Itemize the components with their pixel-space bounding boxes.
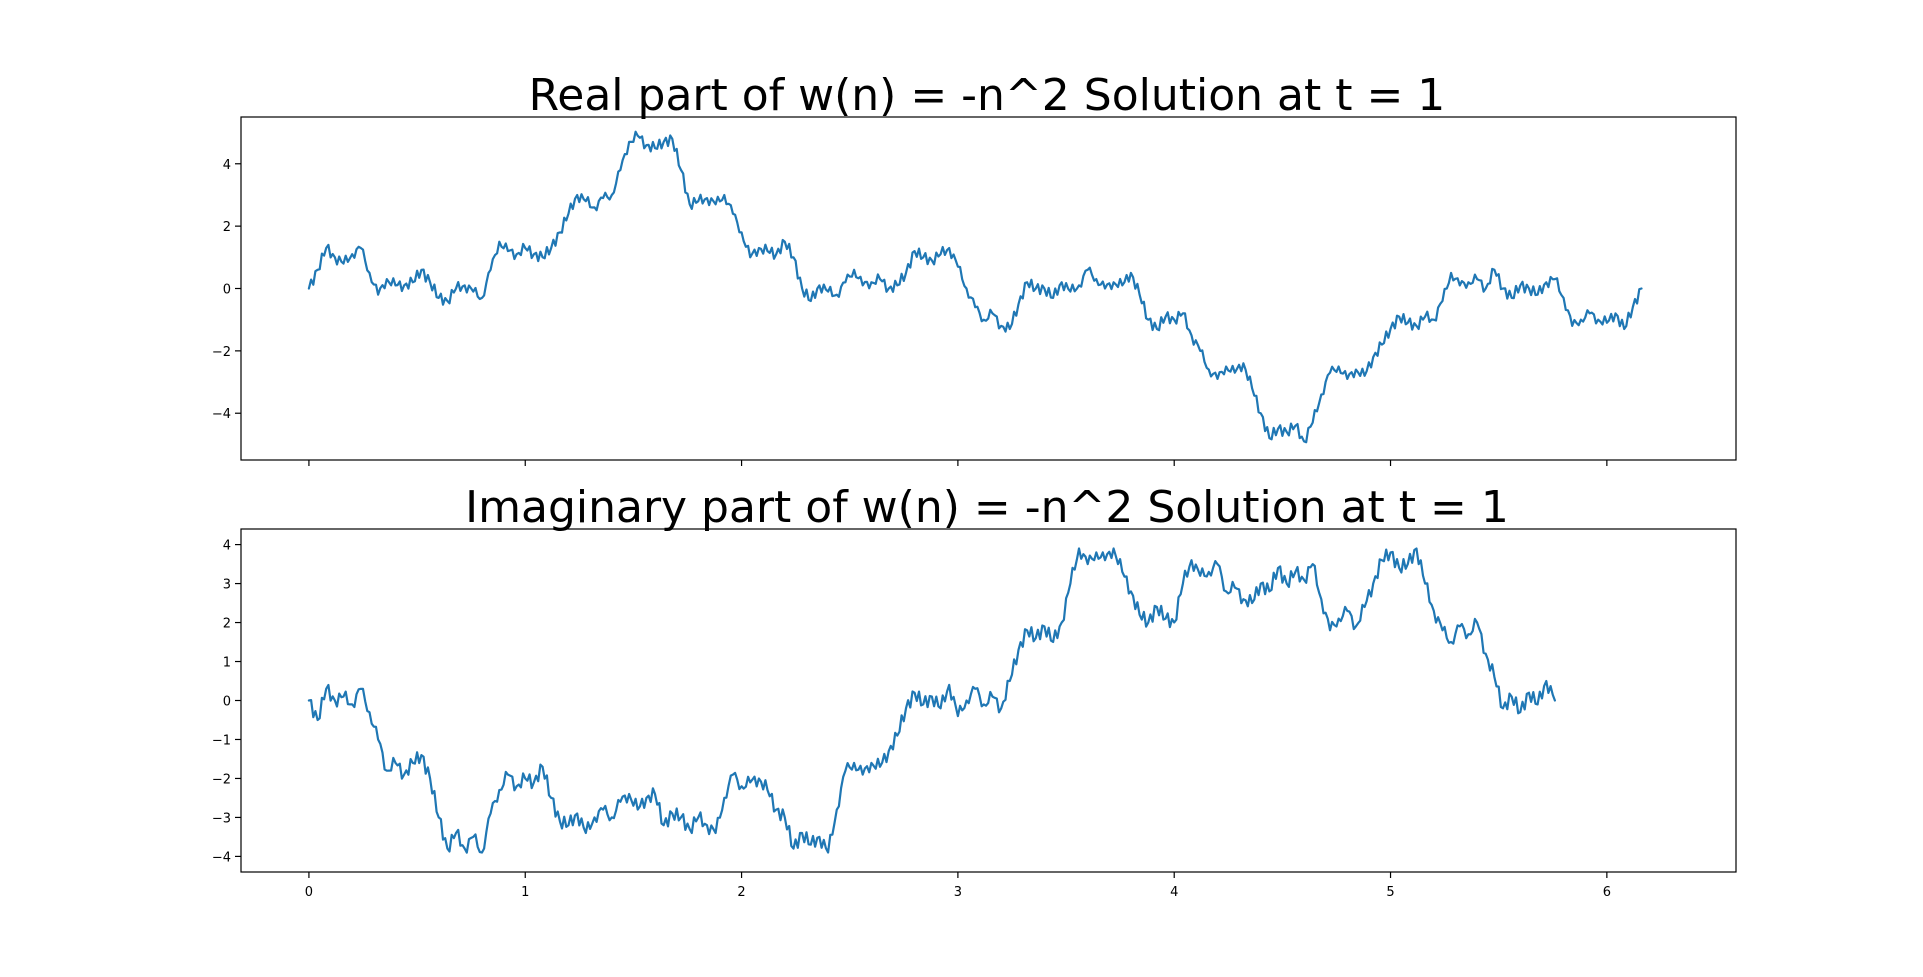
- real-part-y-tick-label: −4: [212, 407, 231, 422]
- imaginary-part-x-tick-label: 0: [305, 885, 313, 900]
- imaginary-part-title: Imaginary part of w(n) = -n^2 Solution a…: [465, 482, 1509, 533]
- real-part-x-axis: [308, 460, 1608, 466]
- imaginary-part-y-tick-label: −2: [212, 772, 231, 787]
- real-part-series-line: [307, 130, 1643, 444]
- real-part-series: [307, 130, 1643, 444]
- real-part-y-tick-label: −2: [212, 345, 231, 360]
- real-part-axes-frame: [240, 116, 1737, 461]
- imaginary-part-axes-frame: [240, 528, 1737, 873]
- imaginary-part-y-tick-label: −4: [212, 850, 231, 865]
- imaginary-part-x-tick-label: 2: [737, 885, 745, 900]
- imaginary-part-y-tick-label: 0: [223, 695, 231, 710]
- imaginary-part-y-tick-label: 3: [223, 578, 231, 593]
- real-part-y-tick-label: 4: [223, 158, 231, 173]
- imaginary-part-x-tick-label: 6: [1603, 885, 1611, 900]
- real-part-y-tick-label: 0: [223, 283, 231, 298]
- imaginary-part-y-tick-label: 2: [223, 617, 231, 632]
- real-part-subplot: Real part of w(n) = -n^2 Solution at t =…: [212, 70, 1737, 466]
- imaginary-part-x-axis: 0 1 2 3 4 5 6: [305, 872, 1611, 900]
- imaginary-part-series: [307, 547, 1556, 854]
- real-part-y-axis: −4 −2 0 2 4: [212, 158, 241, 422]
- imaginary-part-x-tick-label: 1: [521, 885, 529, 900]
- imaginary-part-x-tick-label: 4: [1170, 885, 1178, 900]
- imaginary-part-x-tick-label: 3: [954, 885, 962, 900]
- real-part-y-tick-label: 2: [223, 220, 231, 235]
- imaginary-part-y-axis: −4 −3 −2 −1 0 1 2 3 4: [212, 539, 241, 865]
- real-part-title: Real part of w(n) = -n^2 Solution at t =…: [529, 70, 1446, 121]
- imaginary-part-y-tick-label: 1: [223, 656, 231, 671]
- imaginary-part-y-tick-label: 4: [223, 539, 231, 554]
- imaginary-part-y-tick-label: −1: [212, 733, 231, 748]
- imaginary-part-series-line: [307, 547, 1556, 854]
- imaginary-part-subplot: Imaginary part of w(n) = -n^2 Solution a…: [212, 482, 1737, 900]
- imaginary-part-y-tick-label: −3: [212, 811, 231, 826]
- imaginary-part-x-tick-label: 5: [1386, 885, 1394, 900]
